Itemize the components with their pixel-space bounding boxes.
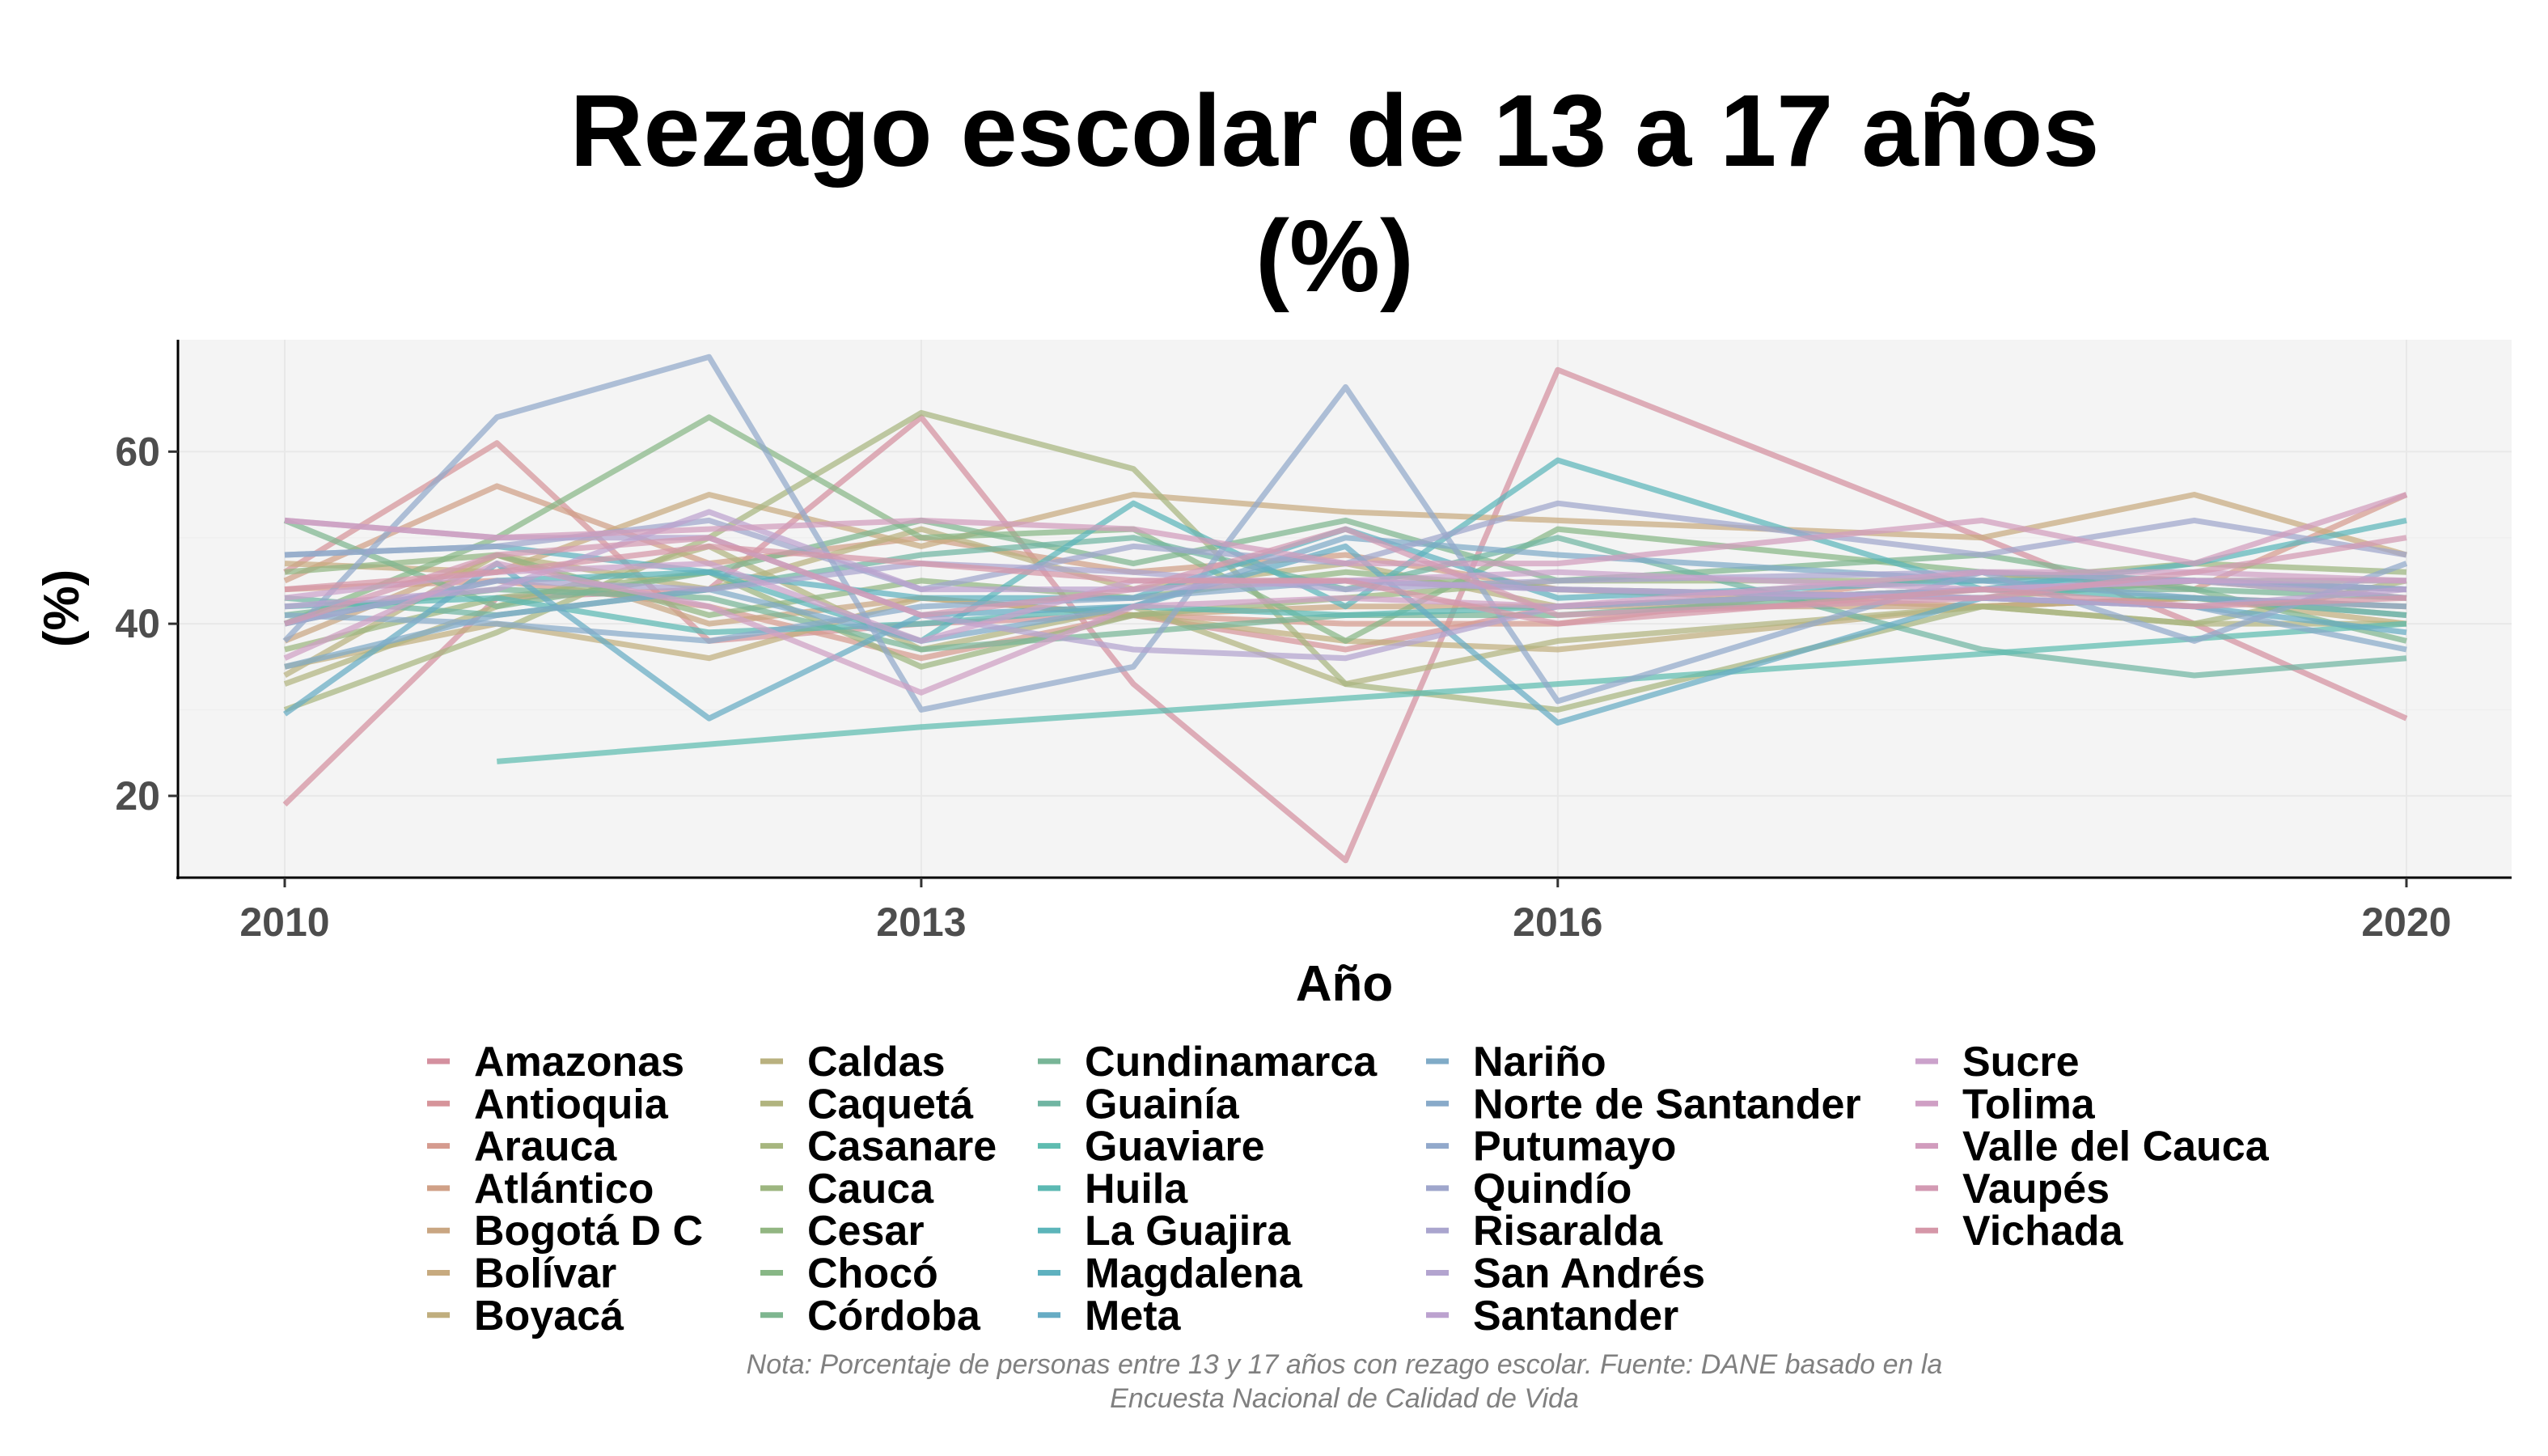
legend-label: Antioquia	[474, 1081, 669, 1128]
series-line-putumayo	[282, 353, 2408, 713]
legend-label: Risaralda	[1473, 1208, 1663, 1255]
legend-item: Cesar	[760, 1208, 925, 1255]
legend-label: Vichada	[1962, 1208, 2124, 1255]
legend-label: Cauca	[807, 1166, 934, 1213]
chart-title-line-1: Rezago escolar de 13 a 17 años	[570, 74, 2100, 188]
x-tick-label-2020: 2020	[2361, 899, 2451, 945]
legend-item: Quindío	[1426, 1166, 1632, 1213]
legend-item: Vaupés	[1915, 1166, 2110, 1213]
legend-item: Sucre	[1915, 1039, 2080, 1086]
legend-item: Boyacá	[427, 1293, 624, 1340]
x-axis-ticks: 2010 2013 2016 2020	[239, 878, 2452, 945]
legend-item: Valle del Cauca	[1915, 1124, 2270, 1170]
series-line-vichada	[284, 543, 2407, 627]
x-tick-label-2016: 2016	[1513, 899, 1602, 945]
caption: Nota: Porcentaje de personas entre 13 y …	[747, 1349, 1943, 1414]
legend-item: Bolívar	[427, 1251, 616, 1297]
legend-label: Cesar	[807, 1208, 925, 1255]
series-line-santander	[284, 509, 2407, 610]
legend-item: Casanare	[760, 1124, 997, 1170]
series-line-nariño	[284, 535, 2407, 670]
legend-label: Bolívar	[474, 1251, 616, 1297]
legend-label: Tolima	[1962, 1081, 2096, 1128]
y-tick-label-40: 40	[115, 601, 160, 646]
x-axis-title: Año	[1296, 956, 1394, 1012]
legend-item: Magdalena	[1038, 1251, 1303, 1297]
legend-item: Huila	[1038, 1166, 1188, 1213]
legend-item: La Guajira	[1038, 1208, 1291, 1255]
caption-line-1: Nota: Porcentaje de personas entre 13 y …	[747, 1349, 1943, 1380]
legend-label: Valle del Cauca	[1962, 1124, 2270, 1170]
legend-item: Cauca	[760, 1166, 934, 1213]
legend-label: Meta	[1085, 1293, 1182, 1340]
legend-label: Nariño	[1473, 1039, 1606, 1086]
x-tick-label-2013: 2013	[876, 899, 966, 945]
y-axis-title: (%)	[34, 569, 90, 647]
legend-item: Antioquia	[427, 1081, 669, 1128]
legend-label: Huila	[1085, 1166, 1188, 1213]
legend-label: Arauca	[474, 1124, 617, 1170]
series-line-vaupés	[283, 526, 2407, 627]
x-tick-label-2010: 2010	[239, 899, 329, 945]
legend-item: Atlántico	[427, 1166, 654, 1213]
y-tick-label-60: 60	[115, 429, 160, 474]
legend-item: Vichada	[1915, 1208, 2124, 1255]
legend-item: San Andrés	[1426, 1251, 1705, 1297]
legend-label: Boyacá	[474, 1293, 624, 1340]
legend-label: Putumayo	[1473, 1124, 1676, 1170]
legend-item: Bogotá D C	[427, 1208, 703, 1255]
legend-label: Norte de Santander	[1473, 1081, 1861, 1128]
legend-item: Nariño	[1426, 1039, 1606, 1086]
series-line-valle-del-cauca	[284, 492, 2408, 567]
legend-item: Putumayo	[1426, 1124, 1676, 1170]
legend-label: Caquetá	[807, 1081, 974, 1128]
legend-label: Santander	[1473, 1293, 1678, 1340]
legend-label: Bogotá D C	[474, 1208, 703, 1255]
legend-item: Risaralda	[1426, 1208, 1663, 1255]
legend-label: Sucre	[1962, 1039, 2080, 1086]
legend-label: Córdoba	[807, 1293, 981, 1340]
caption-line-2: Encuesta Nacional de Calidad de Vida	[1110, 1383, 1579, 1414]
y-axis-ticks: 20 40 60	[115, 429, 178, 819]
chart-title: Rezago escolar de 13 a 17 años (%)	[570, 74, 2100, 313]
legend-label: Magdalena	[1085, 1251, 1303, 1297]
legend-label: Amazonas	[474, 1039, 684, 1086]
legend-item: Chocó	[760, 1251, 938, 1297]
legend-label: San Andrés	[1473, 1251, 1705, 1297]
legend-label: Atlántico	[474, 1166, 654, 1213]
y-tick-label-20: 20	[115, 773, 160, 819]
legend-label: Guainía	[1085, 1081, 1240, 1128]
chart-title-line-2: (%)	[1255, 199, 1414, 313]
legend-label: Vaupés	[1962, 1166, 2110, 1213]
series-line-tolima	[283, 561, 2407, 696]
series-line-huila	[284, 586, 2407, 636]
legend-item: Santander	[1426, 1293, 1678, 1340]
axes	[176, 340, 2512, 879]
legend-item: Meta	[1038, 1293, 1182, 1340]
legend-label: Caldas	[807, 1039, 946, 1086]
legend-item: Amazonas	[427, 1039, 684, 1086]
legend-item: Tolima	[1915, 1081, 2096, 1128]
legend-label: La Guajira	[1085, 1208, 1291, 1255]
legend-item: Caquetá	[760, 1081, 974, 1128]
legend-label: Chocó	[807, 1251, 938, 1297]
legend-item: Caldas	[760, 1039, 946, 1086]
legend-label: Casanare	[807, 1124, 997, 1170]
legend-item: Arauca	[427, 1124, 617, 1170]
legend-item: Norte de Santander	[1426, 1081, 1861, 1128]
legend-item: Córdoba	[760, 1293, 981, 1340]
legend-label: Cundinamarca	[1085, 1039, 1378, 1086]
series-lines	[282, 353, 2408, 864]
series-line-guaviare	[497, 620, 2407, 764]
legend-item: Guaviare	[1038, 1124, 1265, 1170]
legend-item: Cundinamarca	[1038, 1039, 1378, 1086]
legend-item: Guainía	[1038, 1081, 1240, 1128]
legend-label: Guaviare	[1085, 1124, 1265, 1170]
legend-label: Quindío	[1473, 1166, 1632, 1213]
